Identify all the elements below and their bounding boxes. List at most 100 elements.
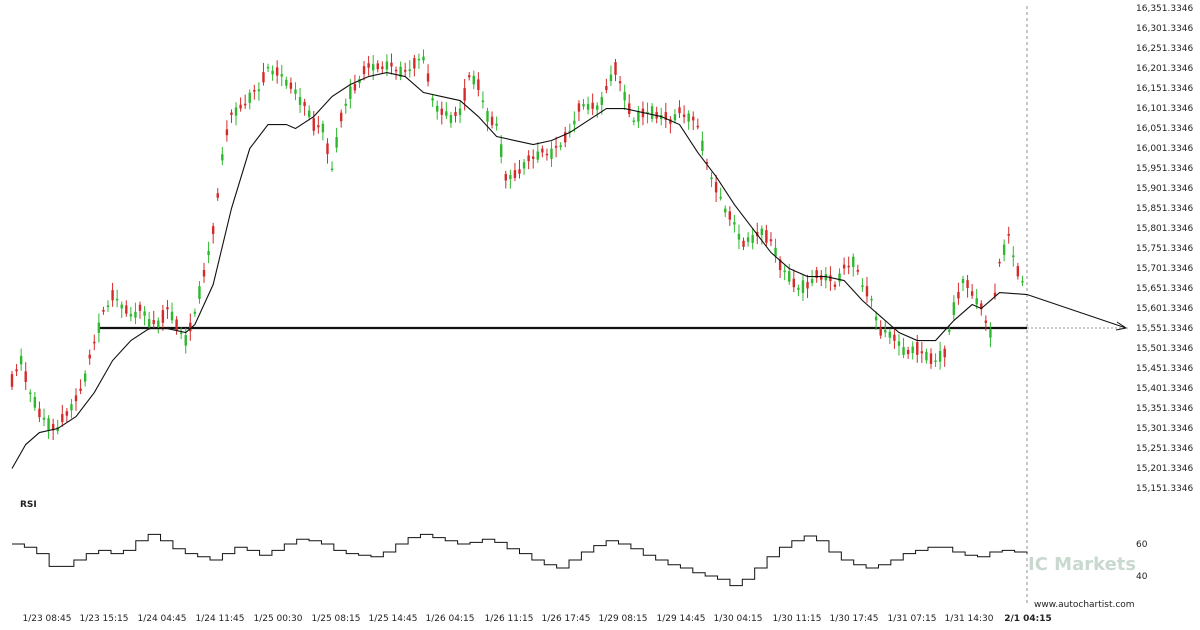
bear-candle-body (513, 170, 517, 178)
bull-candle-body (143, 311, 146, 316)
bull-candle-body (586, 103, 590, 110)
bull-candle-body (760, 228, 764, 236)
bear-candle-body (51, 423, 55, 431)
x-tick-label: 1/29 08:15 (598, 614, 647, 624)
bear-candle-body (682, 114, 686, 117)
bear-candle-body (362, 66, 366, 74)
bull-candle-body (911, 346, 914, 354)
bull-candle-body (673, 114, 677, 121)
bear-candle-body (829, 275, 832, 282)
bull-candle-body (582, 104, 585, 107)
bull-candle-body (573, 120, 576, 125)
bear-candle-body (893, 334, 896, 341)
y-tick-label: 15,501.3346 (1136, 344, 1194, 354)
bull-candle-body (596, 105, 599, 110)
bull-candle-body (417, 58, 421, 61)
bull-candle-body (449, 115, 453, 123)
y-tick-label: 16,001.3346 (1136, 144, 1194, 154)
y-tick-label: 15,251.3346 (1136, 444, 1194, 454)
bear-candle-body (312, 118, 315, 131)
bear-candle-body (518, 169, 521, 174)
bear-candle-body (970, 291, 974, 296)
bull-candle-body (436, 105, 439, 112)
bear-candle-body (728, 211, 732, 220)
bull-candle-body (445, 111, 448, 116)
bull-candle-body (42, 417, 46, 420)
bull-candle-body (207, 250, 210, 256)
rsi-y-tick-label: 40 (1136, 572, 1148, 582)
bear-candle-body (61, 414, 64, 422)
bull-candle-body (550, 148, 553, 159)
bear-candle-body (806, 281, 809, 289)
y-tick-label: 16,251.3346 (1136, 44, 1194, 54)
bear-candle-body (879, 327, 882, 336)
y-tick-label: 15,151.3346 (1136, 484, 1194, 494)
bull-candle-body (385, 61, 389, 70)
bull-candle-body (481, 100, 485, 103)
bear-candle-body (317, 125, 320, 128)
bear-candle-body (856, 269, 860, 272)
x-tick-label: 1/24 04:45 (137, 614, 186, 624)
bull-candle-body (650, 106, 654, 119)
bear-candle-body (678, 107, 681, 114)
bear-candle-body (394, 69, 398, 72)
bull-candle-body (431, 98, 434, 101)
x-tick-label: 1/31 14:30 (944, 614, 993, 624)
bear-candle-body (93, 341, 96, 344)
x-tick-label: 1/30 04:15 (713, 614, 762, 624)
bull-candle-body (408, 69, 411, 72)
bull-candle-body (147, 319, 151, 327)
bull-candle-body (888, 331, 892, 338)
bull-candle-body (897, 341, 901, 346)
bear-candle-body (403, 69, 407, 72)
x-tick-label: 1/24 11:45 (195, 614, 244, 624)
bull-candle-body (19, 355, 23, 365)
bull-candle-body (298, 97, 302, 105)
y-tick-label: 16,101.3346 (1136, 104, 1194, 114)
bear-candle-body (554, 145, 558, 148)
bull-candle-body (330, 168, 334, 171)
x-tick-label: 1/25 14:45 (368, 614, 417, 624)
y-tick-label: 15,451.3346 (1136, 364, 1194, 374)
bear-candle-body (527, 155, 530, 162)
bull-candle-body (701, 140, 704, 151)
bull-candle-body (861, 285, 864, 288)
y-tick-label: 15,201.3346 (1136, 464, 1194, 474)
bull-candle-body (902, 347, 905, 355)
bear-candle-body (993, 292, 997, 297)
bull-candle-body (115, 298, 119, 301)
bull-candle-body (157, 320, 160, 328)
bear-candle-body (289, 82, 293, 89)
bear-candle-body (225, 129, 229, 136)
bear-candle-body (79, 388, 82, 391)
bull-candle-body (925, 351, 928, 361)
bull-candle-body (948, 329, 951, 332)
bear-candle-body (367, 63, 370, 68)
bear-candle-body (998, 261, 1001, 264)
bull-candle-body (472, 75, 475, 85)
y-tick-label: 16,351.3346 (1136, 4, 1194, 14)
bull-candle-body (733, 222, 736, 225)
bear-candle-body (920, 351, 924, 354)
bear-candle-body (239, 104, 242, 109)
bear-candle-body (138, 304, 142, 311)
bear-candle-body (705, 161, 709, 164)
bear-candle-body (916, 342, 919, 355)
bear-candle-body (303, 101, 306, 107)
y-tick-label: 15,951.3346 (1136, 164, 1194, 174)
rsi-line (12, 533, 1028, 587)
bull-candle-body (248, 92, 251, 103)
bear-candle-body (216, 193, 219, 198)
bear-candle-body (742, 240, 745, 247)
bear-candle-body (765, 230, 768, 243)
x-tick-label: 1/26 17:45 (541, 614, 590, 624)
watermark-logo: IC Markets (1028, 554, 1136, 575)
bear-candle-body (929, 353, 933, 365)
bull-candle-body (824, 274, 828, 281)
bull-candle-body (600, 97, 603, 105)
bear-candle-body (454, 111, 457, 117)
bull-candle-body (870, 298, 873, 301)
bull-candle-body (285, 79, 288, 86)
bear-candle-body (842, 264, 846, 269)
